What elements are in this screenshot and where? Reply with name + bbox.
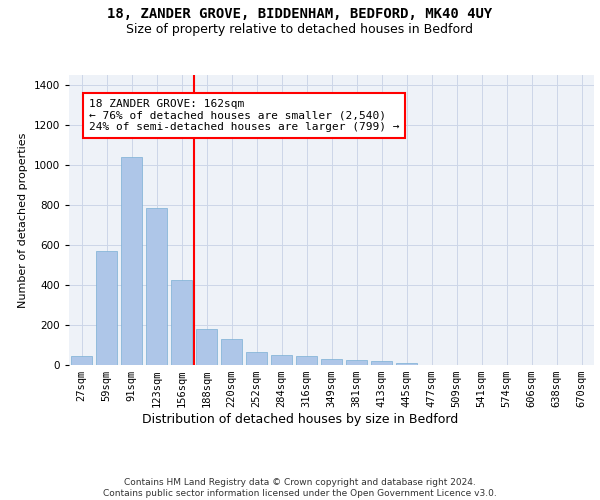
Bar bbox=[321, 360, 342, 365]
Bar bbox=[146, 208, 167, 365]
Bar bbox=[171, 280, 192, 365]
Bar bbox=[396, 363, 417, 365]
Bar bbox=[71, 356, 92, 365]
Y-axis label: Number of detached properties: Number of detached properties bbox=[18, 132, 28, 308]
Bar bbox=[246, 352, 267, 365]
Text: Size of property relative to detached houses in Bedford: Size of property relative to detached ho… bbox=[127, 22, 473, 36]
Bar bbox=[296, 356, 317, 365]
Text: Distribution of detached houses by size in Bedford: Distribution of detached houses by size … bbox=[142, 412, 458, 426]
Bar bbox=[221, 340, 242, 365]
Text: 18, ZANDER GROVE, BIDDENHAM, BEDFORD, MK40 4UY: 18, ZANDER GROVE, BIDDENHAM, BEDFORD, MK… bbox=[107, 8, 493, 22]
Bar bbox=[346, 360, 367, 365]
Bar bbox=[121, 157, 142, 365]
Bar bbox=[371, 362, 392, 365]
Text: Contains HM Land Registry data © Crown copyright and database right 2024.
Contai: Contains HM Land Registry data © Crown c… bbox=[103, 478, 497, 498]
Bar bbox=[271, 355, 292, 365]
Bar bbox=[96, 250, 117, 365]
Text: 18 ZANDER GROVE: 162sqm
← 76% of detached houses are smaller (2,540)
24% of semi: 18 ZANDER GROVE: 162sqm ← 76% of detache… bbox=[89, 99, 400, 132]
Bar bbox=[196, 330, 217, 365]
